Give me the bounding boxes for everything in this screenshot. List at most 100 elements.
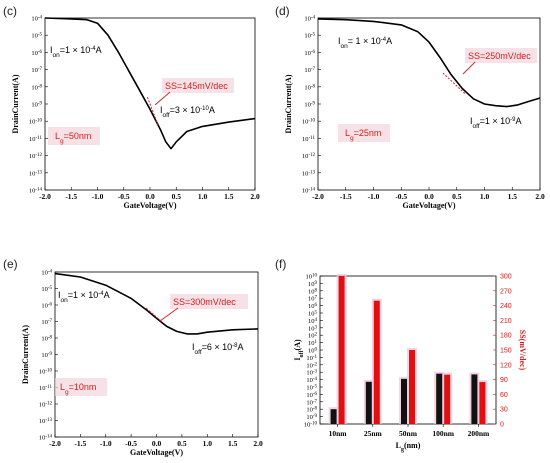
y-tick-label: 10-12: [39, 401, 53, 409]
iv-curve: [44, 17, 256, 150]
ss-label-box: [465, 48, 537, 63]
right-y-tick-label: 270: [500, 288, 512, 295]
x-tick-label: 0.5: [452, 192, 462, 201]
x-category-label: 100nm: [432, 429, 454, 438]
panel-label-d: (d): [275, 4, 290, 18]
iv-curve: [317, 18, 541, 108]
y-tick-label: 10-5: [31, 32, 42, 40]
y-tick-label: 10-5: [41, 286, 52, 294]
right-y-tick-label: 210: [500, 318, 512, 325]
left-y-tick-label: 10-4: [306, 377, 317, 385]
right-y-tick-label: 300: [500, 274, 512, 281]
x-tick-label: 0.0: [424, 192, 434, 201]
iv-panel-e: 10-14 10-13 10-12 10-11 10-10 10-9 10-8 10-7 10-…: [21, 269, 263, 457]
right-y-tick-label: 180: [500, 333, 512, 340]
x-tick-label: 1.5: [224, 192, 234, 201]
ss-arrow: [159, 307, 179, 322]
y-tick-label: 10-13: [39, 418, 53, 426]
iv-panel-d: 10-14 10-13 10-12 10-11 10-10 10-9 10-8 10-7 10-…: [284, 15, 545, 210]
y-tick-label: 10-9: [31, 101, 42, 109]
ioff-label: Ioff=1 × 10-9A: [470, 116, 522, 130]
panel-label-e: (e): [3, 257, 18, 271]
ss-bar: [338, 276, 345, 424]
x-tick-label: 0.5: [172, 192, 182, 201]
left-y-tick-label: 10-10: [304, 421, 318, 429]
y-tick-label: 10-7: [31, 67, 42, 75]
x-tick-label: -1.5: [340, 192, 352, 201]
y-tick-label: 10-12: [302, 153, 316, 161]
y-tick-label: 10-6: [304, 49, 315, 57]
x-tick-label: 1.0: [480, 192, 490, 201]
ss-bar: [409, 350, 415, 424]
y-tick-label: 10-14: [39, 434, 53, 442]
x-tick-label: 1.5: [228, 439, 238, 448]
x-tick-label: -1.5: [65, 192, 77, 201]
x-tick-label: 0.0: [152, 439, 162, 448]
x-tick-label: -1.5: [74, 439, 86, 448]
ioff-bar: [471, 374, 478, 424]
y-tick-label: 10-4: [304, 15, 315, 23]
lg-label: Lg=10nm: [60, 382, 96, 396]
left-y-tick-label: 10-1: [306, 354, 317, 362]
left-y-tick-label: 101: [308, 340, 318, 348]
iv-curve: [54, 272, 259, 335]
y-tick-label: 10-8: [31, 84, 42, 92]
y-tick-label: 10-14: [29, 187, 43, 195]
ioff-bar: [401, 378, 407, 424]
lg-label-box: [55, 378, 107, 396]
x-tick-label: 1.5: [508, 192, 518, 201]
right-y-tick-label: 60: [500, 392, 508, 399]
right-y-tick-label: 0: [500, 422, 504, 429]
right-y-tick-label: 240: [500, 303, 512, 310]
ioff-bar: [365, 381, 372, 424]
right-y-axis-label: SS(mV/dec): [518, 330, 527, 371]
ss-arrow: [462, 61, 476, 75]
right-y-tick-label: 120: [500, 362, 512, 369]
lg-label: Lg=50nm: [55, 131, 91, 145]
bar-panel-f: 101010910810710610510410310210110010-110…: [293, 273, 527, 453]
left-y-tick-label: 108: [308, 288, 318, 296]
x-tick-label: 0.5: [177, 439, 187, 448]
ioff-bar: [436, 373, 443, 424]
lg-label-box: [338, 124, 390, 142]
x-tick-label: 1.0: [198, 192, 208, 201]
left-y-tick-label: 1010: [306, 273, 318, 281]
ion-label: Ion=1 × 10-4A: [58, 290, 110, 304]
left-y-tick-label: 105: [308, 310, 318, 318]
ioff-label: Ioff=6 × 10-8A: [192, 342, 244, 356]
left-y-tick-label: 10-9: [306, 414, 317, 422]
right-y-tick-label: 150: [500, 348, 512, 355]
y-tick-label: 10-6: [41, 302, 52, 310]
y-tick-label: 10-11: [29, 135, 42, 143]
y-tick-label: 10-8: [41, 335, 52, 343]
y-axis-label: DrainCurrent(A): [21, 325, 30, 384]
y-tick-label: 10-12: [29, 153, 43, 161]
left-y-tick-label: 103: [308, 325, 318, 333]
y-tick-label: 10-9: [41, 352, 52, 360]
ioff-bar: [330, 409, 337, 424]
left-y-tick-label: 10-8: [306, 406, 317, 414]
x-category-label: 10nm: [329, 429, 348, 438]
ion-label: Ion=1 × 10-4A: [50, 45, 102, 59]
x-category-label: 200nm: [468, 429, 490, 438]
y-tick-label: 10-7: [41, 319, 52, 327]
left-y-tick-label: 102: [308, 332, 318, 340]
left-y-tick-label: 10-5: [306, 384, 317, 392]
left-y-tick-label: 106: [308, 303, 318, 311]
x-tick-label: 2.0: [253, 439, 263, 448]
x-category-label: 50nm: [399, 429, 418, 438]
y-tick-label: 10-5: [304, 32, 315, 40]
x-tick-label: -1.0: [100, 439, 112, 448]
x-tick-label: -0.5: [118, 192, 130, 201]
y-tick-label: 10-7: [304, 67, 315, 75]
left-y-tick-label: 109: [308, 280, 318, 288]
lg-label-box: [48, 127, 100, 145]
left-y-tick-label: 100: [308, 347, 318, 355]
ss-label: SS=145mV/dec: [165, 81, 228, 91]
x-tick-label: 2.0: [250, 192, 260, 201]
left-y-tick-label: 107: [308, 295, 318, 303]
x-tick-label: 2.0: [535, 192, 545, 201]
ion-label: Ion= 1 × 10-4A: [338, 36, 392, 50]
x-tick-label: 1.0: [203, 439, 213, 448]
